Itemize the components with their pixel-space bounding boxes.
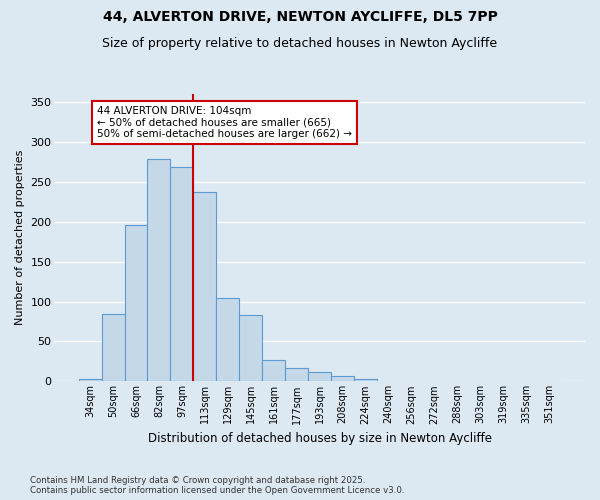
Text: 44 ALVERTON DRIVE: 104sqm
← 50% of detached houses are smaller (665)
50% of semi: 44 ALVERTON DRIVE: 104sqm ← 50% of detac…	[97, 106, 352, 139]
Bar	[354, 379, 377, 382]
Bar	[101, 314, 125, 382]
Text: Contains HM Land Registry data © Crown copyright and database right 2025.
Contai: Contains HM Land Registry data © Crown c…	[30, 476, 404, 495]
Bar	[193, 192, 217, 382]
Bar	[170, 168, 193, 382]
Bar	[125, 225, 148, 382]
Bar	[217, 298, 239, 382]
Bar	[538, 380, 561, 382]
Bar	[262, 360, 285, 382]
Text: 44, ALVERTON DRIVE, NEWTON AYCLIFFE, DL5 7PP: 44, ALVERTON DRIVE, NEWTON AYCLIFFE, DL5…	[103, 10, 497, 24]
Y-axis label: Number of detached properties: Number of detached properties	[15, 150, 25, 326]
Bar	[377, 380, 400, 382]
Bar	[79, 379, 101, 382]
Bar	[285, 368, 308, 382]
Bar	[148, 160, 170, 382]
X-axis label: Distribution of detached houses by size in Newton Aycliffe: Distribution of detached houses by size …	[148, 432, 492, 445]
Bar	[331, 376, 354, 382]
Bar	[515, 380, 538, 382]
Bar	[239, 315, 262, 382]
Bar	[308, 372, 331, 382]
Bar	[446, 380, 469, 382]
Text: Size of property relative to detached houses in Newton Aycliffe: Size of property relative to detached ho…	[103, 38, 497, 51]
